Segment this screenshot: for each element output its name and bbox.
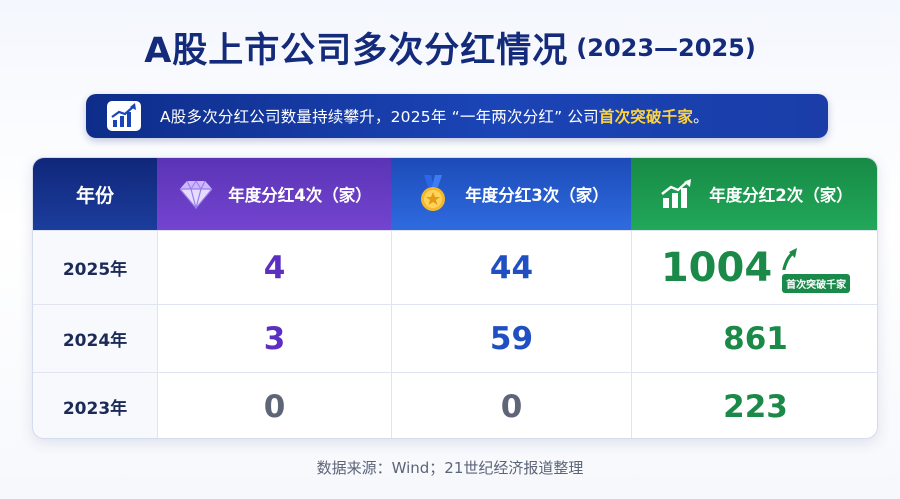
banner-text-main: A股多次分红公司数量持续攀升，2025年 “一年两次分红” 公司 <box>160 108 599 126</box>
header-two-times-label: 年度分红2次（家） <box>709 186 853 205</box>
page-title-range: (2023—2025) <box>576 33 756 62</box>
table-row: 2024年 3 59 861 <box>33 304 877 372</box>
summary-banner: A股多次分红公司数量持续攀升，2025年 “一年两次分红” 公司首次突破千家。 <box>86 94 828 138</box>
three-times-cell: 44 <box>391 231 631 304</box>
dividend-table: 年份 年度分红4次（家） 年度分红3次（家） <box>32 157 878 439</box>
page-title: A股上市公司多次分红情况 <box>144 31 569 71</box>
milestone-badge: 首次突破千家 <box>782 274 851 293</box>
four-times-cell: 3 <box>157 305 391 372</box>
banner-text-end: 。 <box>693 108 709 126</box>
banner-text: A股多次分红公司数量持续攀升，2025年 “一年两次分红” 公司首次突破千家。 <box>160 105 709 127</box>
header-three-times-label: 年度分红3次（家） <box>465 186 609 205</box>
header-four-times-label: 年度分红4次（家） <box>228 186 372 205</box>
milestone-badge-group: 首次突破千家 <box>774 242 851 293</box>
year-cell: 2024年 <box>33 305 157 372</box>
bar-growth-icon <box>657 174 697 214</box>
two-times-cell: 223 <box>631 373 877 438</box>
two-times-cell: 1004 首次突破千家 <box>631 231 877 304</box>
year-cell: 2023年 <box>33 373 157 438</box>
three-times-cell: 59 <box>391 305 631 372</box>
diamond-icon <box>176 174 216 214</box>
table-row: 2025年 4 44 1004 首次突破千家 <box>33 230 877 304</box>
four-times-cell: 0 <box>157 373 391 438</box>
table-row: 2023年 0 0 223 <box>33 372 877 438</box>
two-times-value: 1004 <box>660 244 773 291</box>
two-times-cell: 861 <box>631 305 877 372</box>
up-arrow-icon <box>780 242 800 278</box>
banner-highlight: 首次突破千家 <box>598 108 694 126</box>
header-three-times: 年度分红3次（家） <box>391 158 631 230</box>
medal-icon <box>413 174 453 214</box>
header-two-times: 年度分红2次（家） <box>631 158 877 230</box>
growth-chart-icon <box>102 94 146 138</box>
page-title-row: A股上市公司多次分红情况 (2023—2025) <box>0 22 900 82</box>
header-year: 年份 <box>33 158 157 230</box>
data-source-note: 数据来源：Wind；21世纪经济报道整理 <box>316 459 584 477</box>
four-times-cell: 4 <box>157 231 391 304</box>
three-times-cell: 0 <box>391 373 631 438</box>
year-cell: 2025年 <box>33 231 157 304</box>
header-four-times: 年度分红4次（家） <box>157 158 391 230</box>
